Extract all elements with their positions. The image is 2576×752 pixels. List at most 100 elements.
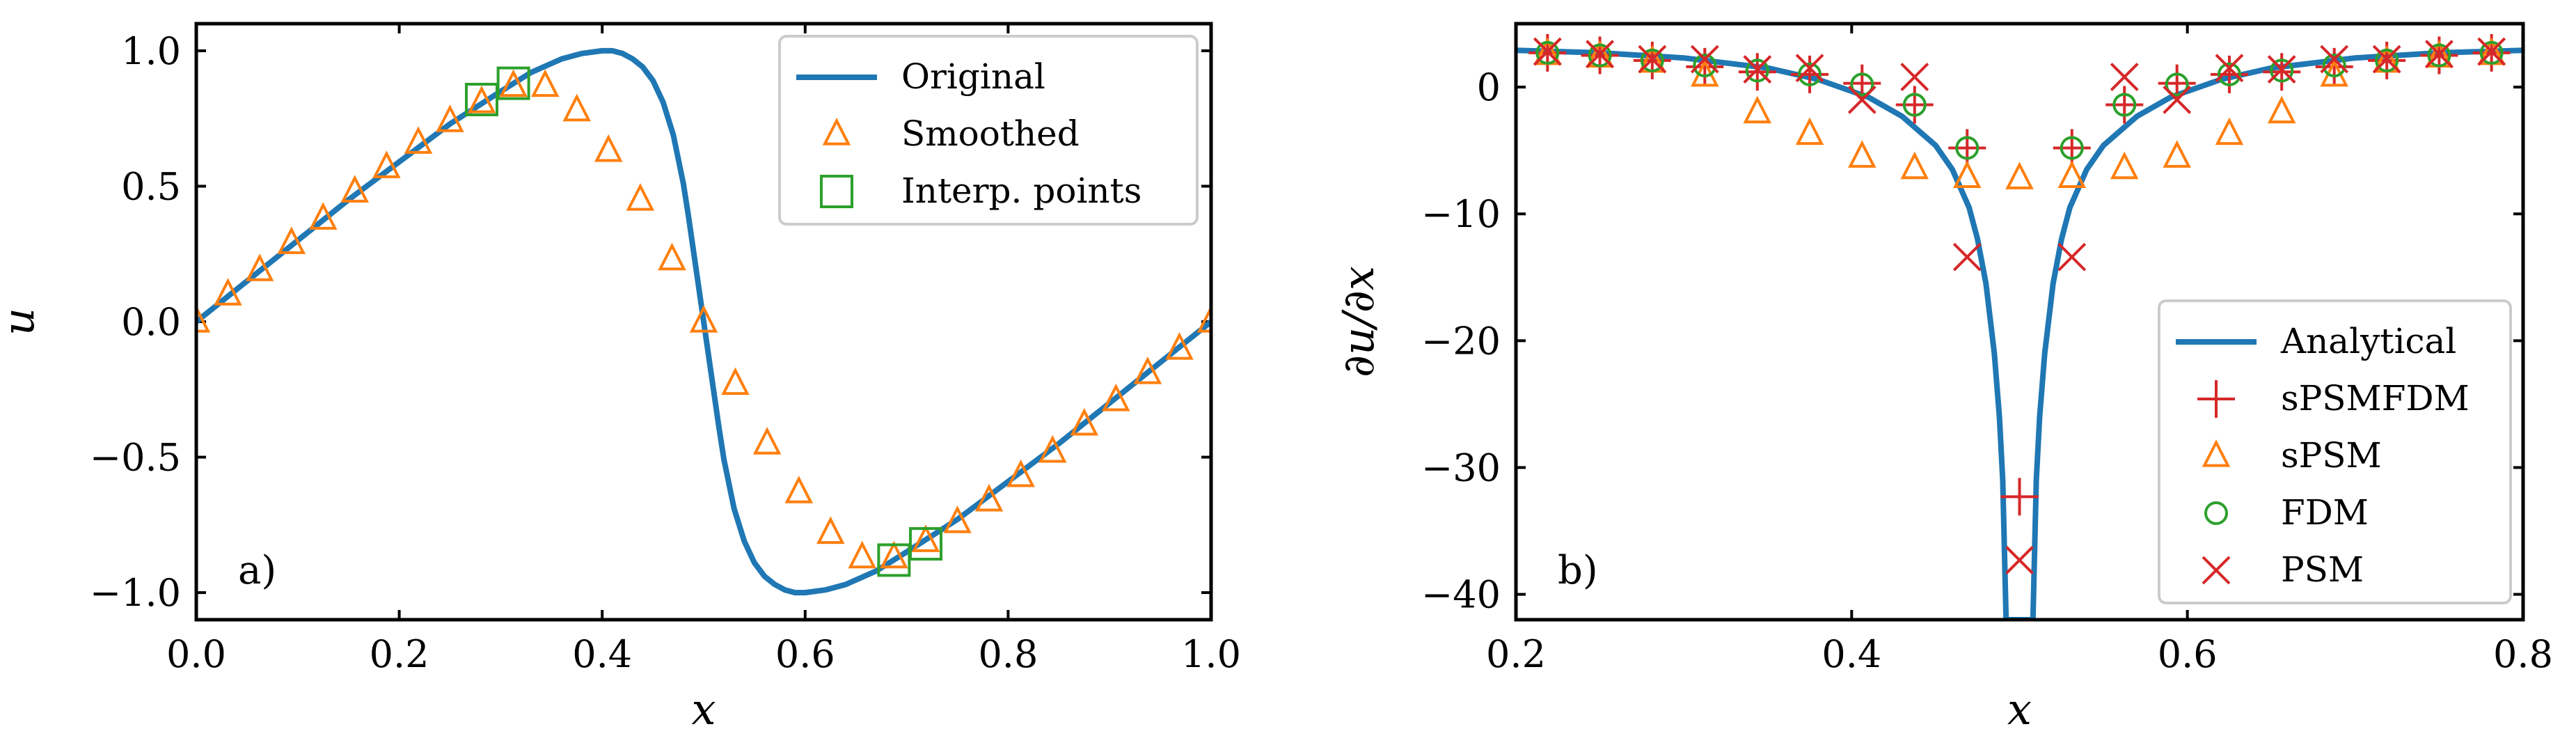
series-fdm-point xyxy=(2270,58,2294,83)
legend-spsm-label: sPSM xyxy=(2281,435,2382,476)
series-smoothed-point xyxy=(467,85,496,113)
y-tick-label: −10 xyxy=(1421,192,1501,236)
legend-fdm-label: FDM xyxy=(2281,492,2369,533)
y-tick-label: −0.5 xyxy=(90,436,181,480)
series-fdm-point xyxy=(1902,93,1927,117)
panel-label: b) xyxy=(1558,548,1598,593)
series-smoothed-point xyxy=(562,93,592,122)
series-psm-point xyxy=(1847,85,1876,114)
series-spsmfdm-point xyxy=(2158,64,2196,102)
y-tick-label: −20 xyxy=(1421,319,1501,363)
series-fdm-point xyxy=(1640,48,1664,72)
y-axis-label: ∂u/∂x xyxy=(1333,266,1384,377)
series-smoothed-point xyxy=(689,305,718,333)
series-fdm-point xyxy=(2375,48,2399,72)
series-smoothed-point xyxy=(1038,434,1067,463)
legend-interp-points-label: Interp. points xyxy=(901,171,1141,211)
series-spsm-point xyxy=(2267,95,2296,124)
x-tick-label: 0.8 xyxy=(2493,632,2553,676)
series-smoothed-point xyxy=(499,69,528,97)
plot-area xyxy=(1516,33,2523,620)
series-smoothed-point xyxy=(1070,407,1099,436)
series-psm-point xyxy=(1795,54,1824,83)
series-psm-point xyxy=(2320,45,2349,74)
series-psm-point xyxy=(2057,242,2087,272)
legend-smoothed-label: Smoothed xyxy=(901,113,1080,154)
series-psm-point xyxy=(1900,63,1929,91)
y-axis-label: u xyxy=(0,308,44,336)
series-smoothed-point xyxy=(658,242,686,271)
series-smoothed-point xyxy=(1165,331,1194,360)
series-psm-point xyxy=(1586,40,1614,69)
series-smoothed-point xyxy=(848,540,877,569)
series-psm-point xyxy=(2477,37,2506,66)
legend-analytical-label: Analytical xyxy=(2280,321,2456,361)
series-spsm-point xyxy=(1900,151,1929,180)
series-psm-point xyxy=(2425,40,2453,69)
y-tick-label: −40 xyxy=(1421,573,1501,617)
series-spsmfdm-point xyxy=(2263,53,2301,91)
series-spsm-point xyxy=(1795,117,1824,146)
legend-box xyxy=(2158,299,2512,604)
x-tick-label: 0.4 xyxy=(572,632,632,676)
series-original-line xyxy=(196,47,1211,596)
series-smoothed-point xyxy=(721,367,750,395)
x-tick-label: 0.2 xyxy=(1486,632,1546,676)
series-psm-point xyxy=(2005,545,2034,574)
series-fdm-point xyxy=(1745,58,1769,83)
x-tick-label: 0.6 xyxy=(775,632,835,676)
y-tick-label: −1.0 xyxy=(90,571,181,615)
series-smoothed-point xyxy=(214,278,242,306)
series-smoothed-point xyxy=(245,253,274,281)
series-spsm-point xyxy=(2215,117,2244,146)
series-psm-point xyxy=(2267,55,2296,84)
x-tick-label: 0.8 xyxy=(978,632,1038,676)
series-fdm-point xyxy=(1693,54,1717,78)
series-psm-point xyxy=(1743,55,1772,84)
y-tick-label: 0.0 xyxy=(121,300,181,344)
series-smoothed-point xyxy=(196,305,211,333)
x-tick-label: 0.4 xyxy=(1822,632,1881,676)
x-tick-label: 0.6 xyxy=(2158,632,2218,676)
legend-fdm-swatch xyxy=(2204,501,2228,525)
y-tick-label: 0 xyxy=(1477,65,1501,109)
series-spsm-point xyxy=(1952,160,1982,189)
legend-spsmfdm-label: sPSMFDM xyxy=(2281,378,2470,418)
series-fdm-point xyxy=(2322,54,2346,78)
series-spsmfdm-point xyxy=(2000,478,2039,516)
chart-b: 0.2 0.4 0.6 0.8 −40 −30 −20 −10 0 x ∂u/∂x b) Analyti… xyxy=(1333,22,2553,735)
series-fdm-point xyxy=(1798,62,1822,86)
series-fdm-point xyxy=(1535,40,1560,65)
panel-label: a) xyxy=(238,548,276,593)
chart-a: 0.0 0.2 0.4 0.6 0.8 1.0 −1.0 −0.5 0.0 0.5 1.0 x u a) O… xyxy=(0,22,1241,735)
y-tick-label: 1.0 xyxy=(121,29,181,73)
series-spsm-point xyxy=(2110,151,2139,180)
series-fdm-point xyxy=(2060,136,2084,160)
series-fdm-point xyxy=(2112,93,2137,117)
series-psm-point xyxy=(1638,45,1667,74)
series-smoothed-point xyxy=(816,516,845,545)
series-smoothed-point xyxy=(1101,383,1130,412)
series-smoothed-point xyxy=(308,202,338,230)
series-analytical-line xyxy=(1516,47,2523,620)
x-tick-label: 0.2 xyxy=(370,632,429,676)
series-smoothed-point xyxy=(277,226,306,254)
series-smoothed-point xyxy=(340,175,370,203)
series-spsm-point xyxy=(2163,140,2191,168)
x-tick-label: 1.0 xyxy=(1181,632,1241,676)
legend: Original Smoothed Interp. points xyxy=(778,35,1199,226)
legend-psm-swatch xyxy=(2202,556,2231,585)
series-smoothed-point xyxy=(1133,356,1162,384)
series-smoothed-point xyxy=(974,483,1004,512)
axes-frame xyxy=(1514,22,2525,622)
series-smoothed-point xyxy=(752,427,782,455)
series-psm-point xyxy=(1690,45,1719,74)
legend-original-label: Original xyxy=(901,56,1045,97)
legend-smoothed-swatch xyxy=(822,118,851,146)
axes-frame xyxy=(194,22,1213,622)
series-smoothed-point xyxy=(372,150,401,178)
series-psm-point xyxy=(1533,37,1562,66)
series-spsm-point xyxy=(2005,162,2034,189)
series-psm-point xyxy=(2110,63,2139,91)
